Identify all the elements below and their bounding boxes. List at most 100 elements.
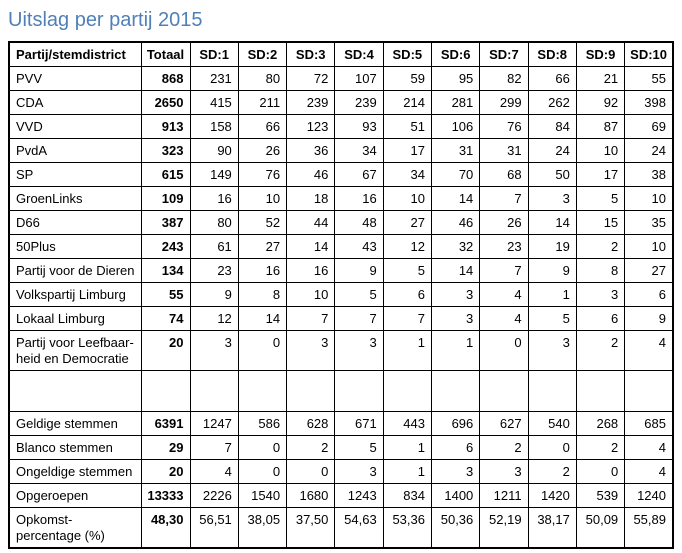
cell-sd7: 82 — [479, 66, 529, 91]
cell-total: 20 — [140, 459, 191, 484]
cell-sd10: 24 — [624, 138, 674, 163]
cell-sd1: 23 — [189, 258, 239, 283]
cell-sd5: 27 — [382, 210, 432, 235]
cell-sd3: 14 — [286, 234, 336, 259]
cell-sd7: 7 — [479, 258, 529, 283]
cell-sd10: 398 — [624, 90, 674, 115]
header-cell-total: Totaal — [140, 41, 191, 67]
cell-sd2: 0 — [237, 435, 288, 460]
cell-sd5: 1 — [382, 459, 432, 484]
cell-sd4: 9 — [334, 258, 384, 283]
cell-sd9: 2 — [575, 435, 626, 460]
cell-sd1: 158 — [189, 114, 239, 139]
row-label: D66 — [8, 210, 142, 235]
row-label: VVD — [8, 114, 142, 139]
row-label — [8, 370, 142, 412]
cell-sd6: 3 — [430, 459, 481, 484]
header-cell-sd6: SD:6 — [430, 41, 481, 67]
party-row: Lokaal Limburg 74 12 14 7 7 7 3 4 5 6 9 — [8, 306, 674, 331]
cell-sd2: 586 — [237, 411, 288, 436]
cell-sd10: 9 — [624, 306, 674, 331]
cell-sd4: 5 — [334, 435, 384, 460]
cell-sd2: 66 — [237, 114, 288, 139]
cell-sd8: 1 — [527, 282, 577, 307]
cell-sd6: 6 — [430, 435, 481, 460]
cell-sd5: 51 — [382, 114, 432, 139]
cell-sd8 — [527, 370, 577, 412]
row-label: Partij voor de Dieren — [8, 258, 142, 283]
cell-sd3: 2 — [286, 435, 336, 460]
cell-sd1 — [189, 370, 239, 412]
cell-sd6: 3 — [430, 282, 481, 307]
row-label: Opgeroepen — [8, 483, 142, 508]
cell-sd1: 4 — [189, 459, 239, 484]
summary-row: Opgeroepen 13333 2226 1540 1680 1243 834 1400 12… — [8, 483, 674, 508]
party-row: 50Plus 243 61 27 14 43 12 32 23 19 2 10 — [8, 234, 674, 259]
cell-total: 74 — [140, 306, 191, 331]
cell-sd4: 239 — [334, 90, 384, 115]
cell-sd1: 90 — [189, 138, 239, 163]
cell-sd4 — [334, 370, 384, 412]
party-row: Partij voor Leefbaar- heid en Democratie… — [8, 330, 674, 371]
cell-sd7: 1211 — [479, 483, 529, 508]
cell-total: 2650 — [140, 90, 191, 115]
cell-sd10: 10 — [624, 186, 674, 211]
cell-sd10: 10 — [624, 234, 674, 259]
party-row: VVD 913 158 66 123 93 51 106 76 84 87 69 — [8, 114, 674, 139]
cell-sd1: 415 — [189, 90, 239, 115]
cell-sd5: 53,36 — [382, 507, 432, 549]
row-label: Blanco stemmen — [8, 435, 142, 460]
cell-sd10: 4 — [624, 435, 674, 460]
cell-sd6: 32 — [430, 234, 481, 259]
cell-sd7: 3 — [479, 459, 529, 484]
cell-sd5 — [382, 370, 432, 412]
cell-sd1: 7 — [189, 435, 239, 460]
cell-sd7: 2 — [479, 435, 529, 460]
header-cell-sd4: SD:4 — [334, 41, 384, 67]
cell-sd7: 68 — [479, 162, 529, 187]
cell-sd9: 15 — [575, 210, 626, 235]
cell-sd6: 1400 — [430, 483, 481, 508]
cell-sd2: 14 — [237, 306, 288, 331]
row-label: CDA — [8, 90, 142, 115]
cell-sd8: 0 — [527, 435, 577, 460]
cell-sd6: 3 — [430, 306, 481, 331]
cell-sd9: 8 — [575, 258, 626, 283]
cell-sd7: 26 — [479, 210, 529, 235]
cell-sd6: 696 — [430, 411, 481, 436]
header-cell-sd10: SD:10 — [624, 41, 674, 67]
cell-sd4: 5 — [334, 282, 384, 307]
cell-sd3: 46 — [286, 162, 336, 187]
cell-sd2: 38,05 — [237, 507, 288, 549]
cell-sd2: 211 — [237, 90, 288, 115]
cell-sd7: 7 — [479, 186, 529, 211]
cell-sd2: 0 — [237, 459, 288, 484]
cell-sd3: 36 — [286, 138, 336, 163]
cell-sd8: 1420 — [527, 483, 577, 508]
party-rows: PVV 868 231 80 72 107 59 95 82 66 21 55 CDA 2650 415 21… — [8, 66, 674, 371]
cell-sd8: 14 — [527, 210, 577, 235]
cell-sd4: 16 — [334, 186, 384, 211]
page-title: Uitslag per partij 2015 — [8, 9, 203, 31]
cell-sd10: 4 — [624, 459, 674, 484]
cell-sd10: 6 — [624, 282, 674, 307]
row-label: Partij voor Leefbaar- heid en Democratie — [8, 330, 142, 371]
cell-sd9: 5 — [575, 186, 626, 211]
summary-row: Geldige stemmen 6391 1247 586 628 671 443 696 62… — [8, 411, 674, 436]
cell-sd5: 10 — [382, 186, 432, 211]
cell-sd8: 66 — [527, 66, 577, 91]
cell-sd8: 5 — [527, 306, 577, 331]
cell-sd6: 106 — [430, 114, 481, 139]
cell-sd10: 55,89 — [624, 507, 674, 549]
cell-sd4: 671 — [334, 411, 384, 436]
cell-sd3: 628 — [286, 411, 336, 436]
cell-sd7 — [479, 370, 529, 412]
cell-sd9 — [575, 370, 626, 412]
cell-sd4: 107 — [334, 66, 384, 91]
cell-sd5: 34 — [382, 162, 432, 187]
cell-sd5: 17 — [382, 138, 432, 163]
cell-total: 387 — [140, 210, 191, 235]
header-cell-sd1: SD:1 — [189, 41, 239, 67]
cell-sd9: 539 — [575, 483, 626, 508]
cell-sd9: 2 — [575, 234, 626, 259]
